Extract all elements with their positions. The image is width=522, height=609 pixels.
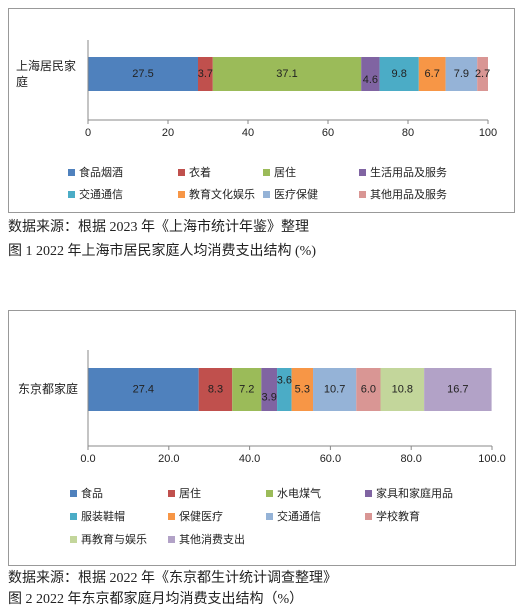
data-label: 3.9 (262, 391, 277, 403)
bar-segment (418, 57, 446, 91)
data-label: 27.5 (132, 68, 153, 80)
data-label: 10.8 (392, 383, 413, 395)
data-label: 37.1 (276, 68, 297, 80)
legend-swatch (365, 513, 372, 520)
legend-label: 食品 (81, 486, 103, 500)
category-label: 上海居民家庭 (16, 59, 77, 89)
data-label: 27.4 (133, 383, 154, 395)
legend-swatch (359, 169, 366, 176)
legend-label: 服装鞋帽 (81, 509, 125, 523)
bar-segment (379, 57, 419, 91)
bar-segment (232, 368, 262, 411)
legend-swatch (263, 191, 270, 198)
legend-label: 水电煤气 (277, 486, 321, 500)
legend-swatch (178, 191, 185, 198)
figure-caption: 图 1 2022 年上海市居民家庭人均消费支出结构 (%) (8, 242, 316, 259)
legend-swatch (68, 169, 75, 176)
legend-label: 交通通信 (79, 187, 123, 201)
x-tick-label: 60 (322, 127, 334, 139)
bar-segment (261, 368, 278, 411)
legend-label: 居住 (179, 486, 201, 500)
legend-label: 再教育与娱乐 (81, 532, 147, 546)
legend-label: 交通通信 (277, 509, 321, 523)
legend-label: 保健医疗 (179, 509, 223, 523)
category-label: 东京都家庭 (18, 382, 79, 396)
chart-frame (8, 310, 516, 566)
legend-label: 医疗保健 (274, 187, 318, 201)
legend-swatch (168, 513, 175, 520)
legend-label: 教育文化娱乐 (189, 187, 255, 201)
data-label: 6.0 (361, 383, 376, 395)
legend-label: 衣着 (189, 165, 211, 179)
data-label: 10.7 (324, 383, 345, 395)
x-tick-label: 0.0 (80, 453, 95, 465)
x-tick-label: 60.0 (320, 453, 341, 465)
source-note: 数据来源：根据 2023 年《上海市统计年鉴》整理 (8, 218, 309, 235)
legend-swatch (68, 191, 75, 198)
x-tick-label: 40.0 (239, 453, 260, 465)
data-label: 5.3 (295, 383, 310, 395)
legend-swatch (178, 169, 185, 176)
data-label: 6.7 (425, 68, 440, 80)
data-label: 9.8 (392, 68, 407, 80)
legend-swatch (168, 536, 175, 543)
legend-swatch (263, 169, 270, 176)
bar-segment (277, 368, 292, 411)
data-label: 3.6 (277, 374, 292, 386)
bar-segment (380, 368, 425, 411)
legend-swatch (70, 490, 77, 497)
legend-label: 学校教育 (376, 509, 420, 523)
data-label: 3.7 (198, 68, 213, 80)
data-label: 4.6 (363, 74, 378, 86)
data-label: 8.3 (208, 383, 223, 395)
legend-swatch (365, 490, 372, 497)
legend-label: 居住 (274, 165, 296, 179)
bar-segment (356, 368, 381, 411)
bar-segment (198, 57, 213, 91)
source-note: 数据来源：根据 2022 年《东京都生计统计调查整理》 (8, 570, 337, 586)
legend-swatch (266, 513, 273, 520)
bar-segment (88, 57, 198, 91)
bar-segment (445, 57, 478, 91)
legend-swatch (359, 191, 366, 198)
legend-label: 生活用品及服务 (370, 165, 447, 179)
x-tick-label: 80 (402, 127, 414, 139)
data-label: 2.7 (475, 68, 490, 80)
x-tick-label: 80.0 (400, 453, 421, 465)
chart-frame (8, 8, 515, 213)
legend-swatch (70, 513, 77, 520)
bar-segment (477, 57, 488, 91)
legend-label: 食品烟酒 (79, 165, 123, 179)
legend-swatch (266, 490, 273, 497)
x-tick-label: 20.0 (158, 453, 179, 465)
data-label: 7.9 (454, 68, 469, 80)
data-label: 7.2 (239, 383, 254, 395)
bar-segment (361, 57, 380, 91)
bar-segment (88, 368, 199, 411)
legend-label: 家具和家庭用品 (376, 486, 453, 500)
data-label: 16.7 (447, 383, 468, 395)
x-tick-label: 0 (85, 127, 91, 139)
legend-swatch (70, 536, 77, 543)
bar-segment (212, 57, 362, 91)
bar-segment (424, 368, 492, 411)
x-tick-label: 40 (242, 127, 254, 139)
legend-swatch (168, 490, 175, 497)
figure-caption: 图 2 2022 年东京都家庭月均消费支出结构（%） (8, 590, 303, 607)
x-tick-label: 20 (162, 127, 174, 139)
x-tick-label: 100.0 (478, 453, 506, 465)
bar-segment (313, 368, 357, 411)
x-tick-label: 100 (479, 127, 497, 139)
bar-segment (198, 368, 233, 411)
bar-segment (291, 368, 314, 411)
legend-label: 其他消费支出 (179, 532, 245, 546)
legend-label: 其他用品及服务 (370, 188, 447, 201)
